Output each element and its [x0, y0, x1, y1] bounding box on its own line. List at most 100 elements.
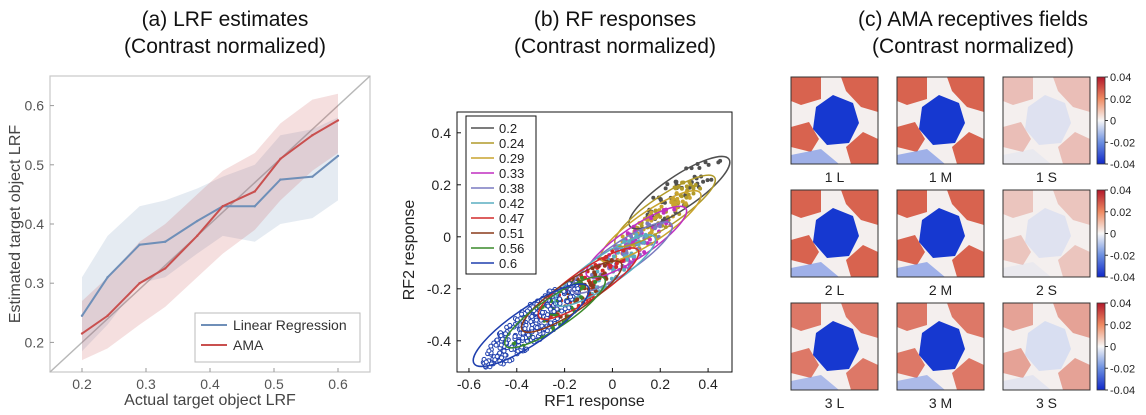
scatter-point	[602, 261, 607, 266]
scatter-point	[550, 305, 555, 310]
rf-red-region	[1003, 190, 1033, 218]
scatter-point	[596, 291, 601, 296]
rf-background	[1003, 77, 1090, 164]
scatter-point	[572, 309, 577, 314]
scatter-point	[520, 320, 526, 326]
scatter-point	[674, 198, 679, 203]
scatter-point	[672, 201, 677, 206]
scatter-point	[671, 196, 676, 201]
scatter-point	[600, 273, 605, 278]
scatter-point	[633, 227, 638, 232]
scatter-point	[625, 231, 630, 236]
colorbar-tick-label: -0.02	[1110, 363, 1135, 375]
scatter-point	[523, 335, 529, 341]
scatter-point	[573, 280, 578, 285]
scatter-point	[645, 225, 650, 230]
scatter-point	[549, 299, 554, 304]
scatter-point	[522, 348, 528, 354]
scatter-point	[645, 241, 650, 246]
plot-b-frame	[456, 111, 733, 373]
scatter-point	[527, 301, 533, 307]
scatter-point	[485, 351, 491, 357]
scatter-point	[642, 236, 647, 241]
scatter-point	[590, 292, 595, 297]
scatter-point	[558, 297, 563, 302]
scatter-point	[573, 295, 578, 300]
scatter-point	[606, 261, 611, 266]
scatter-point	[534, 309, 540, 315]
scatter-point	[551, 328, 556, 333]
scatter-point	[558, 314, 563, 319]
scatter-point	[621, 257, 626, 262]
scatter-point	[647, 213, 652, 218]
scatter-point	[627, 262, 632, 267]
scatter-point	[591, 280, 596, 285]
scatter-point	[689, 180, 694, 185]
scatter-point	[610, 249, 615, 254]
scatter-point	[697, 165, 702, 170]
scatter-point	[549, 303, 554, 308]
scatter-point	[502, 334, 508, 340]
scatter-point	[636, 242, 641, 247]
rf-red-region	[1058, 245, 1090, 277]
x-tick-label: 0.3	[136, 376, 156, 392]
scatter-point	[519, 344, 525, 350]
scatter-point	[622, 267, 627, 272]
scatter-point	[579, 275, 584, 280]
scatter-point	[623, 248, 628, 253]
colorbar-tick-label: 0.04	[1110, 298, 1131, 310]
scatter-point	[541, 326, 547, 332]
scatter-point	[545, 301, 551, 307]
scatter-point	[669, 199, 674, 204]
scatter-point	[695, 181, 700, 186]
scatter-point	[610, 257, 615, 262]
scatter-point	[666, 217, 671, 222]
scatter-point	[631, 254, 636, 259]
scatter-point	[547, 298, 552, 303]
scatter-point	[600, 286, 605, 291]
scatter-point	[512, 334, 518, 340]
scatter-point	[481, 360, 487, 366]
scatter-point	[568, 299, 573, 304]
scatter-point	[578, 283, 583, 288]
scatter-point	[512, 316, 518, 322]
scatter-point	[561, 288, 567, 294]
scatter-point	[498, 338, 504, 344]
scatter-point	[533, 311, 539, 317]
scatter-point	[691, 186, 696, 191]
scatter-point	[590, 283, 595, 288]
scatter-point	[545, 303, 551, 309]
rf-red-region	[897, 190, 927, 218]
scatter-point	[590, 285, 595, 290]
panel-c-title-line1: (c) AMA receptives fields	[858, 8, 1088, 31]
scatter-point	[703, 160, 708, 165]
scatter-point	[544, 326, 550, 332]
legend-label: 0.33	[499, 166, 524, 181]
scatter-point	[602, 263, 607, 268]
rf-red-region	[1058, 132, 1090, 164]
scatter-point	[608, 263, 613, 268]
scatter-point	[641, 227, 646, 232]
contour-ellipse-0.6	[472, 283, 590, 368]
scatter-point	[592, 283, 597, 288]
scatter-point	[668, 195, 673, 200]
scatter-point	[642, 240, 647, 245]
scatter-point	[623, 256, 628, 261]
colorbar-tick-label: -0.04	[1110, 272, 1135, 284]
band-linear-regression	[82, 117, 338, 352]
scatter-point	[532, 324, 538, 330]
scatter-point	[509, 344, 515, 350]
scatter-point	[528, 337, 534, 343]
scatter-point	[675, 196, 680, 201]
scatter-point	[538, 306, 543, 311]
scatter-point	[649, 241, 654, 246]
scatter-point	[536, 311, 542, 317]
scatter-point	[664, 207, 669, 212]
scatter-point	[635, 247, 640, 252]
scatter-point	[625, 255, 630, 260]
scatter-point	[501, 331, 507, 337]
scatter-point	[574, 290, 580, 296]
series-line-linear-regression	[81, 155, 339, 317]
scatter-point	[634, 232, 639, 237]
